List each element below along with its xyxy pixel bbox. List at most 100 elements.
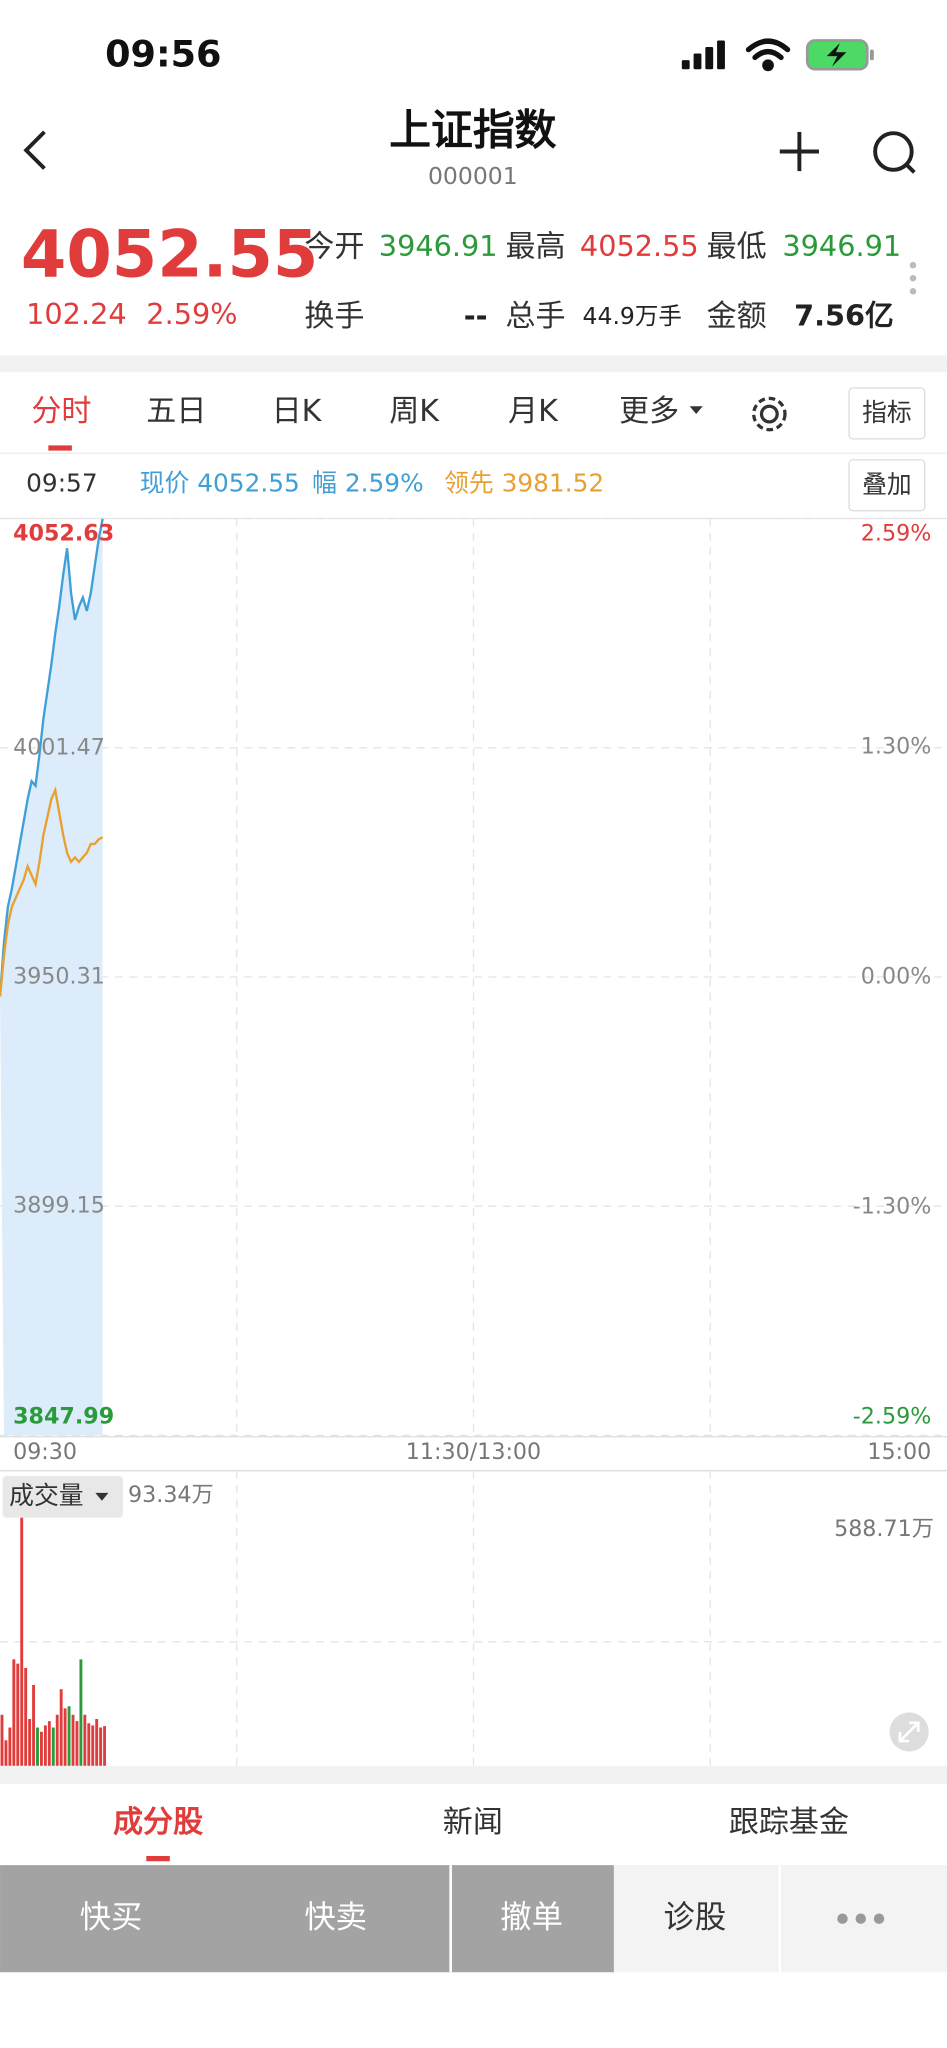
volume-bar xyxy=(12,1659,16,1766)
wifi-icon xyxy=(745,38,791,72)
volume-bar xyxy=(43,1725,47,1766)
change: 102.24 xyxy=(26,297,127,331)
tab[interactable]: 更多 xyxy=(619,394,679,429)
y-tick-label: 4001.47 xyxy=(13,734,105,760)
volume-bar xyxy=(91,1725,95,1766)
stock-code: 000001 xyxy=(428,162,518,190)
x-tick-label: 15:00 xyxy=(867,1439,931,1465)
series-line xyxy=(0,518,104,997)
volume-bar xyxy=(16,1663,20,1766)
bottom-tab[interactable]: 新闻 xyxy=(443,1805,503,1840)
tab[interactable]: 分时 xyxy=(31,394,91,429)
volume-bar xyxy=(36,1727,39,1766)
action-button[interactable]: 快买 xyxy=(80,1900,143,1936)
volume-bar xyxy=(87,1723,91,1766)
x-tick-label: 11:30/13:00 xyxy=(406,1439,541,1465)
indicator-label: 指标 xyxy=(862,398,912,427)
volume-title: 成交量 xyxy=(9,1481,83,1510)
volume-bar xyxy=(55,1714,59,1766)
field-value: 7.56亿 xyxy=(794,298,894,332)
y2-tick-label: -1.30% xyxy=(853,1194,932,1220)
page-title: 上证指数 xyxy=(389,106,556,155)
action-button[interactable]: 快卖 xyxy=(304,1900,367,1936)
field-label: 金额 xyxy=(707,299,767,334)
volume-bar xyxy=(99,1727,103,1766)
volume-bar xyxy=(67,1706,71,1766)
dropdown-arrow xyxy=(689,406,703,415)
volume-bar xyxy=(47,1721,51,1766)
overlay-button[interactable] xyxy=(848,459,926,512)
volume-bar xyxy=(63,1708,67,1766)
x-tick-label: 09:30 xyxy=(13,1439,77,1465)
tab-indicator xyxy=(146,1856,170,1862)
series-line xyxy=(0,786,104,997)
y2-tick-label: 2.59% xyxy=(861,521,931,547)
change-pct: 2.59% xyxy=(146,297,237,331)
volume-bar xyxy=(8,1727,12,1766)
action-button[interactable]: 撤单 xyxy=(500,1900,563,1936)
volume-bar xyxy=(28,1719,32,1766)
field-label: 总手 xyxy=(506,299,566,334)
volume-bar xyxy=(75,1721,79,1766)
volume-bar xyxy=(0,1714,4,1766)
settings-button[interactable] xyxy=(752,396,787,432)
tab[interactable]: 五日 xyxy=(146,394,206,429)
field-value: -- xyxy=(464,298,488,332)
info-current: 现价 4052.55 xyxy=(140,469,300,498)
field-label: 换手 xyxy=(304,299,364,334)
field-value: 44.9万手 xyxy=(583,302,682,330)
volume-bar xyxy=(20,1515,24,1766)
volume-bar xyxy=(51,1727,55,1766)
y-tick-label: 3899.15 xyxy=(13,1193,105,1219)
volume-bar xyxy=(59,1689,63,1766)
tab-indicator xyxy=(48,445,72,451)
volume-bar xyxy=(95,1719,99,1766)
volume-bar xyxy=(4,1740,8,1766)
y-tick-label: 4052.63 xyxy=(13,521,114,547)
status-time: 09:56 xyxy=(105,33,221,76)
volume-bar xyxy=(83,1714,87,1766)
signal-icon xyxy=(681,40,725,70)
field-value: 3946.91 xyxy=(782,229,901,263)
info-change: 幅 2.59% xyxy=(312,469,423,498)
y2-tick-label: 1.30% xyxy=(861,733,931,759)
action-bar xyxy=(0,1865,614,1973)
y-tick-label: 588.71万 xyxy=(834,1516,934,1542)
expand-icon[interactable] xyxy=(889,1712,929,1752)
separator xyxy=(0,355,947,373)
info-lead: 领先 3981.52 xyxy=(444,469,604,498)
field-label: 最低 xyxy=(707,230,767,265)
field-label: 今开 xyxy=(304,230,364,265)
field-value: 4052.55 xyxy=(580,229,699,263)
more-button[interactable] xyxy=(837,1913,885,1924)
tab[interactable]: 周K xyxy=(389,394,440,429)
back-button[interactable] xyxy=(23,130,46,170)
action-button[interactable]: 诊股 xyxy=(664,1900,727,1936)
indicator-button[interactable] xyxy=(848,387,926,440)
separator xyxy=(0,1765,947,1785)
bottom-tab[interactable]: 成分股 xyxy=(113,1805,203,1840)
y-tick-label: 3950.31 xyxy=(13,963,105,989)
search-button[interactable] xyxy=(873,131,916,174)
y2-tick-label: 0.00% xyxy=(861,963,931,989)
more-dots[interactable] xyxy=(909,261,917,295)
volume-bar xyxy=(79,1659,83,1766)
price: 4052.55 xyxy=(21,217,318,293)
battery-icon xyxy=(805,39,874,71)
volume-dropdown[interactable] xyxy=(2,1475,123,1518)
volume-bar xyxy=(71,1714,75,1766)
bottom-tab[interactable]: 跟踪基金 xyxy=(729,1805,849,1840)
field-value: 3946.91 xyxy=(379,229,498,263)
tab[interactable]: 月K xyxy=(508,394,559,429)
volume-bar xyxy=(24,1667,28,1766)
volume-bar xyxy=(40,1731,43,1766)
y-tick-label: 3847.99 xyxy=(13,1404,114,1430)
y2-tick-label: -2.59% xyxy=(853,1404,932,1430)
field-label: 最高 xyxy=(506,230,566,265)
overlay-label: 叠加 xyxy=(862,470,912,499)
tab[interactable]: 日K xyxy=(272,394,323,429)
add-button[interactable] xyxy=(779,131,819,172)
